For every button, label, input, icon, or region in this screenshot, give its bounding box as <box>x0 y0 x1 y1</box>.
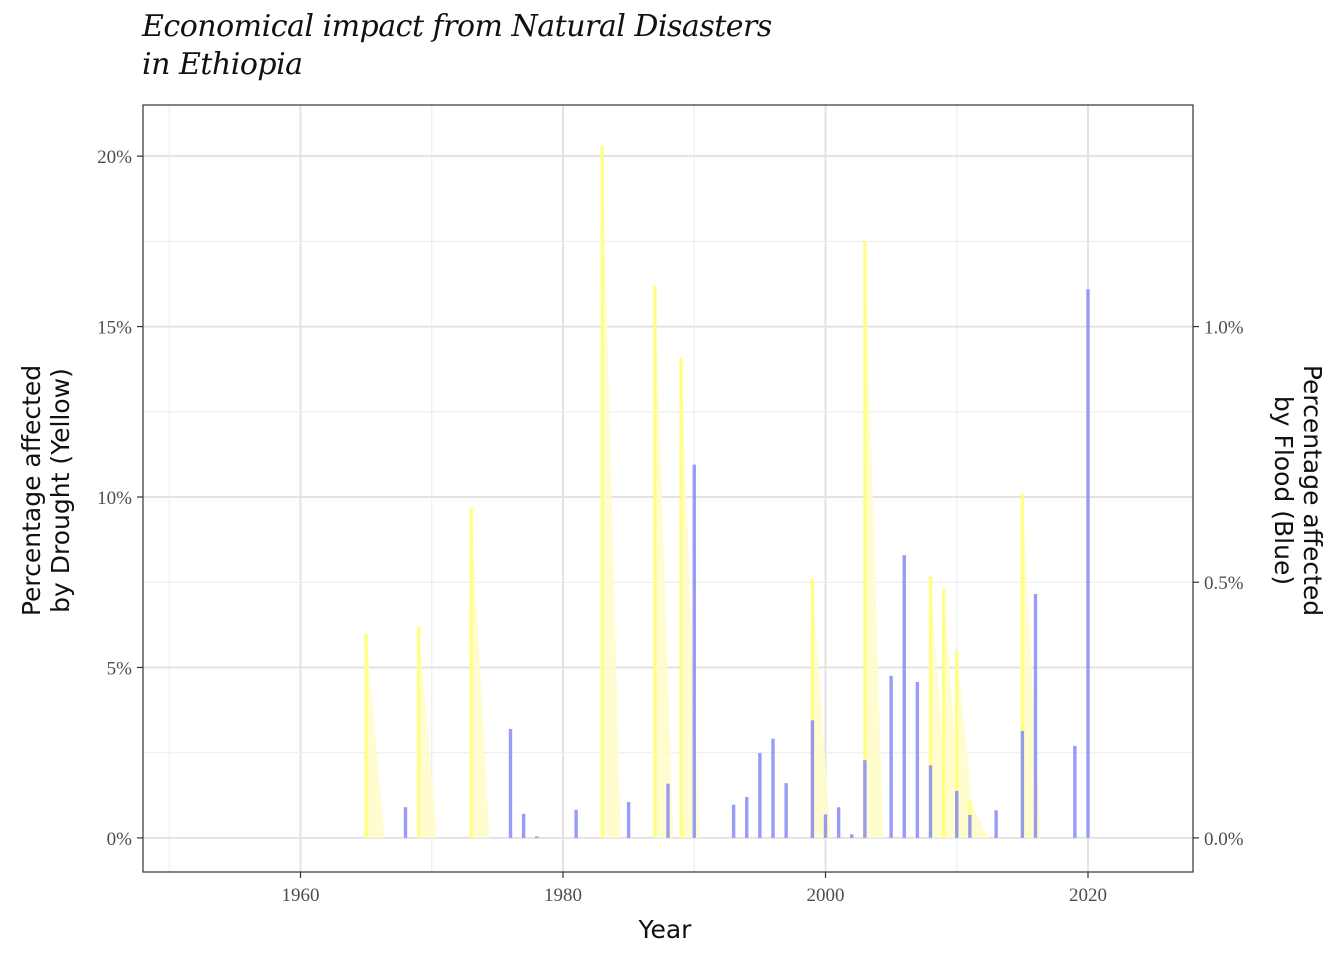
y-left-tick-label: 15% <box>97 318 132 339</box>
x-tick-label: 2000 <box>807 885 845 906</box>
flood-bar-2011 <box>968 814 972 838</box>
flood-bar-2008 <box>928 765 933 838</box>
bars <box>364 145 1090 838</box>
flood-bar-1977 <box>521 813 526 838</box>
flood-bar-1999 <box>810 720 815 838</box>
flood-bar-2015 <box>1020 731 1025 838</box>
drought-area-2010 <box>956 650 976 838</box>
axes: 1960 1980 2000 2020 0% 5% 10% 15% 20% 0.0% 0.5% 1.0… <box>17 147 1327 944</box>
x-tick-label: 2020 <box>1069 885 1107 906</box>
drought-area <box>365 145 1041 838</box>
drought-bar-1987 <box>653 285 657 838</box>
flood-bar-2013 <box>994 810 998 838</box>
drought-bar-1973 <box>469 507 473 838</box>
flood-bar-1978 <box>535 836 539 838</box>
y-left-axis-title-line: by Drought (Yellow) <box>46 368 75 613</box>
plot-panel-border <box>142 104 1194 873</box>
drought-area-1965 <box>365 633 385 838</box>
flood-bar-2002 <box>850 834 854 838</box>
y-right-axis-title-line: by Flood (Blue) <box>1269 396 1298 585</box>
flood-bar-1976 <box>508 728 513 838</box>
drought-area-2011 <box>969 800 989 838</box>
drought-bar-2003 <box>863 241 867 838</box>
y-right-tick-label: 1.0% <box>1204 318 1244 339</box>
flood-bar-2007 <box>915 681 920 838</box>
flood-bar-1985 <box>626 802 631 838</box>
drought-area-2015 <box>1021 493 1041 838</box>
flood-bar-1968 <box>403 807 408 838</box>
flood-bar-2000 <box>823 814 828 838</box>
y-left-tick-label: 20% <box>97 147 132 168</box>
drought-bar-2010 <box>955 650 959 838</box>
y-left-axis-title-line: Percentage affected <box>17 365 46 616</box>
flood-bar-2001 <box>836 807 841 838</box>
flood-bar-2010 <box>955 790 959 838</box>
chart-title-line-1: Economical impact from Natural Disasters <box>142 9 772 44</box>
flood-bar-2020 <box>1086 289 1090 838</box>
flood-bar-2005 <box>889 675 893 838</box>
drought-bar-1999 <box>810 578 815 838</box>
y-left-tick-label: 0% <box>107 829 133 850</box>
drought-area-1973 <box>470 507 490 838</box>
drought-bar-1989 <box>679 357 683 838</box>
x-tick-label: 1980 <box>544 885 582 906</box>
drought-bar-1983 <box>600 145 605 838</box>
drought-bar-1969 <box>416 626 421 838</box>
drought-bar-1965 <box>364 633 368 838</box>
chart-title-line-2: in Ethiopia <box>142 47 303 82</box>
flood-bar-2019 <box>1073 745 1077 838</box>
x-tick-label: 1960 <box>282 885 320 906</box>
flood-bar-1988 <box>666 783 670 838</box>
chart-title: Economical impact from Natural Disasters… <box>142 8 772 84</box>
drought-area-1989 <box>680 357 700 838</box>
y-left-axis-title: Percentage affectedby Drought (Yellow) <box>17 365 75 616</box>
drought-area-2003 <box>864 241 884 838</box>
drought-area-1987 <box>654 285 674 838</box>
flood-bar-1997 <box>784 783 788 838</box>
drought-bar-2015 <box>1020 493 1025 838</box>
y-right-axis-title-line: Percentage affected <box>1298 365 1327 616</box>
flood-bar-1996 <box>771 738 775 838</box>
flood-bar-1994 <box>745 796 749 838</box>
drought-bar-2008 <box>928 575 933 838</box>
flood-bar-2016 <box>1033 593 1038 838</box>
drought-area-1969 <box>417 626 437 838</box>
drought-area-1983 <box>601 145 621 838</box>
drought-area-1999 <box>811 578 831 838</box>
y-right-tick-label: 0.5% <box>1204 573 1244 594</box>
y-left-tick-label: 10% <box>97 488 132 509</box>
flood-bar-1993 <box>731 804 736 838</box>
y-right-axis-title: Percentage affectedby Flood (Blue) <box>1269 365 1327 616</box>
x-axis-title: Year <box>638 915 693 944</box>
y-left-tick-label: 5% <box>107 658 133 679</box>
y-right-tick-label: 0.0% <box>1204 829 1244 850</box>
flood-bar-2003 <box>863 760 867 838</box>
flood-bar-1981 <box>574 809 578 838</box>
drought-bar-2009 <box>941 589 946 838</box>
flood-bar-1990 <box>692 464 696 838</box>
flood-bar-1995 <box>758 753 762 838</box>
flood-bar-2006 <box>902 555 906 838</box>
